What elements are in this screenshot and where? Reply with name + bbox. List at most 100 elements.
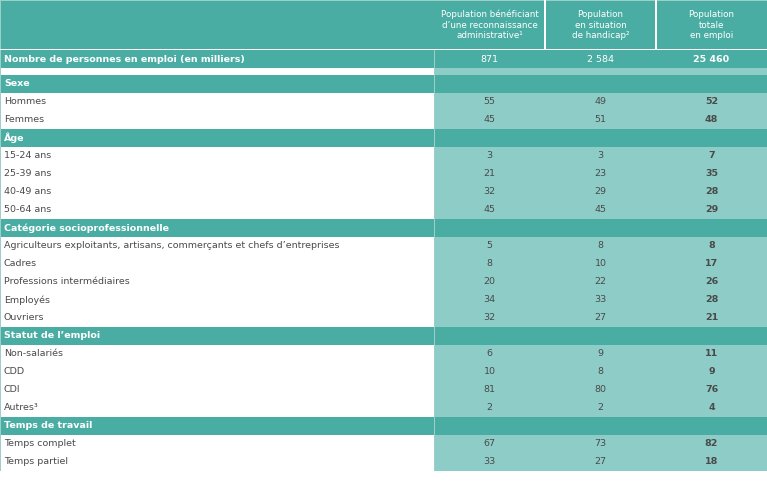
Text: 3: 3 — [486, 152, 492, 161]
Text: 55: 55 — [484, 97, 495, 106]
Text: 2 584: 2 584 — [587, 55, 614, 64]
Text: 80: 80 — [594, 386, 607, 395]
Text: Femmes: Femmes — [4, 115, 44, 125]
Text: 25 460: 25 460 — [693, 55, 729, 64]
Bar — [0, 435, 434, 453]
Bar — [0, 362, 767, 363]
Text: Population
en situation
de handicap²: Population en situation de handicap² — [572, 10, 629, 40]
Bar — [0, 272, 767, 273]
Bar — [0, 327, 767, 345]
Text: Autres³: Autres³ — [4, 404, 39, 413]
Bar — [434, 50, 767, 68]
Bar — [0, 309, 434, 327]
Text: Catégorie socioprofessionnelle: Catégorie socioprofessionnelle — [4, 223, 169, 233]
Text: 33: 33 — [483, 458, 495, 467]
Bar — [434, 363, 767, 381]
Bar — [434, 201, 767, 219]
Text: 82: 82 — [705, 439, 718, 448]
Bar — [0, 219, 767, 237]
Text: 28: 28 — [705, 296, 718, 305]
Text: Population
totale
en emploi: Population totale en emploi — [689, 10, 735, 40]
Bar — [0, 200, 767, 201]
Text: 2: 2 — [597, 404, 604, 413]
Text: 67: 67 — [484, 439, 495, 448]
Bar — [434, 453, 767, 471]
Bar — [434, 399, 767, 417]
Text: 5: 5 — [486, 242, 492, 250]
Text: 29: 29 — [594, 187, 607, 196]
Bar — [0, 453, 434, 471]
Text: 49: 49 — [594, 97, 607, 106]
Text: 50-64 ans: 50-64 ans — [4, 205, 51, 215]
Bar — [434, 435, 767, 453]
Text: 45: 45 — [484, 115, 495, 125]
Text: 18: 18 — [705, 458, 718, 467]
Bar — [0, 75, 767, 93]
Text: 10: 10 — [484, 367, 495, 377]
Text: 20: 20 — [484, 277, 495, 286]
Bar — [0, 0, 767, 50]
Bar — [0, 344, 767, 345]
Text: 11: 11 — [705, 349, 718, 358]
Text: 81: 81 — [484, 386, 495, 395]
Bar — [0, 147, 434, 165]
Text: 26: 26 — [705, 277, 718, 286]
Bar — [0, 129, 767, 147]
Bar — [434, 183, 767, 201]
Bar — [0, 110, 767, 111]
Text: Non-salariés: Non-salariés — [4, 349, 63, 358]
Bar — [0, 50, 434, 68]
Bar — [0, 68, 434, 75]
Text: 27: 27 — [594, 314, 607, 323]
Text: Agriculteurs exploitants, artisans, commerçants et chefs d’entreprises: Agriculteurs exploitants, artisans, comm… — [4, 242, 340, 250]
Text: 52: 52 — [705, 97, 718, 106]
Text: 10: 10 — [594, 259, 607, 268]
Bar — [0, 254, 767, 255]
Bar — [434, 165, 767, 183]
Text: 21: 21 — [705, 314, 718, 323]
Text: 7: 7 — [708, 152, 715, 161]
Text: 23: 23 — [594, 169, 607, 178]
Text: CDI: CDI — [4, 386, 21, 395]
Text: 8: 8 — [486, 259, 492, 268]
Bar — [0, 49, 767, 50]
Text: 8: 8 — [708, 242, 715, 250]
Text: 48: 48 — [705, 115, 718, 125]
Bar — [0, 182, 767, 183]
Text: Temps partiel: Temps partiel — [4, 458, 68, 467]
Bar — [545, 0, 546, 50]
Text: 8: 8 — [597, 367, 604, 377]
Text: 35: 35 — [705, 169, 718, 178]
Bar — [0, 201, 434, 219]
Bar — [434, 147, 767, 165]
Bar — [0, 345, 434, 363]
Text: 45: 45 — [594, 205, 607, 215]
Bar — [656, 50, 657, 471]
Text: 34: 34 — [483, 296, 495, 305]
Text: Professions intermédiaires: Professions intermédiaires — [4, 277, 130, 286]
Bar — [0, 417, 767, 435]
Bar — [0, 416, 767, 417]
Text: Cadres: Cadres — [4, 259, 37, 268]
Text: 15-24 ans: 15-24 ans — [4, 152, 51, 161]
Text: CDD: CDD — [4, 367, 25, 377]
Bar — [434, 273, 767, 291]
Text: 45: 45 — [484, 205, 495, 215]
Text: 4: 4 — [708, 404, 715, 413]
Text: Temps de travail: Temps de travail — [4, 421, 92, 430]
Bar — [0, 452, 767, 453]
Text: Statut de l’emploi: Statut de l’emploi — [4, 331, 100, 340]
Bar — [434, 93, 767, 111]
Bar — [0, 434, 767, 435]
Bar — [0, 93, 434, 111]
Bar — [434, 309, 767, 327]
Bar — [0, 92, 767, 93]
Text: 17: 17 — [705, 259, 718, 268]
Text: Ouvriers: Ouvriers — [4, 314, 44, 323]
Bar — [0, 183, 434, 201]
Bar — [434, 68, 767, 75]
Bar — [0, 273, 434, 291]
Text: 76: 76 — [705, 386, 718, 395]
Text: 9: 9 — [708, 367, 715, 377]
Bar — [0, 111, 434, 129]
